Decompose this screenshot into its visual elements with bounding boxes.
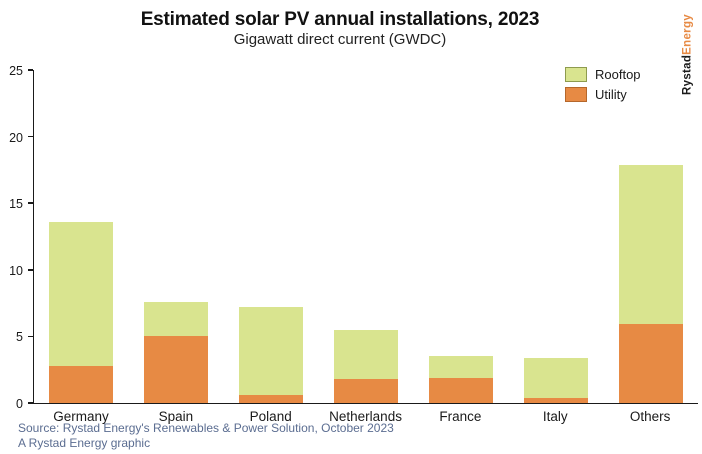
x-axis-label-poland: Poland xyxy=(249,409,292,424)
bar-segment-rooftop-spain xyxy=(144,301,209,337)
credit-line: A Rystad Energy graphic xyxy=(18,436,151,450)
bar-segment-rooftop-france xyxy=(428,356,493,378)
bar-segment-rooftop-italy xyxy=(523,357,588,398)
x-axis-label-others: Others xyxy=(629,409,671,424)
bar-segment-utility-spain xyxy=(144,336,209,403)
y-axis-tick xyxy=(28,402,33,404)
y-axis-tick-label: 20 xyxy=(9,130,23,145)
bar-segment-rooftop-germany xyxy=(49,221,114,366)
source-line: Source: Rystad Energy's Renewables & Pow… xyxy=(18,421,394,435)
legend-item-rooftop: Rooftop xyxy=(565,67,641,82)
bar-segment-utility-france xyxy=(428,377,493,403)
bar-segment-utility-germany xyxy=(49,365,114,403)
bar-segment-rooftop-netherlands xyxy=(334,329,398,380)
x-axis-label-spain: Spain xyxy=(158,409,194,424)
bar-segment-utility-italy xyxy=(523,397,588,403)
y-axis: 0 5 10 15 20 25 xyxy=(0,64,33,411)
legend-swatch-utility xyxy=(565,87,587,102)
y-axis-tick-label: 0 xyxy=(16,397,23,411)
x-axis-label-germany: Germany xyxy=(53,409,109,424)
legend-swatch-rooftop xyxy=(565,67,587,82)
bar-segment-utility-poland xyxy=(239,395,304,403)
plot-area: Germany Spain Poland Netherlands France Italy… xyxy=(33,70,698,424)
x-axis-label-france: France xyxy=(439,409,482,424)
y-axis-tick xyxy=(28,269,33,271)
x-axis-label-italy: Italy xyxy=(542,409,568,424)
y-axis-tick xyxy=(28,69,33,71)
legend-item-utility: Utility xyxy=(565,87,641,102)
bar-segment-utility-others xyxy=(618,324,683,403)
y-axis-tick-label: 5 xyxy=(16,330,23,345)
bar-segment-rooftop-others xyxy=(618,164,683,325)
legend: Rooftop Utility xyxy=(565,67,641,102)
legend-label-utility: Utility xyxy=(595,87,627,102)
chart-subtitle: Gigawatt direct current (GWDC) xyxy=(233,31,447,48)
y-axis-tick xyxy=(28,335,33,338)
chart-title: Estimated solar PV annual installations,… xyxy=(140,9,540,30)
bar-segment-utility-netherlands xyxy=(334,379,398,403)
y-axis-tick-label: 15 xyxy=(9,197,23,212)
bar-segment-rooftop-poland xyxy=(239,307,304,396)
y-axis-tick xyxy=(28,135,33,138)
source-note: Source: Rystad Energy's Renewables & Pow… xyxy=(18,421,394,451)
logo-part-energy: Energy xyxy=(681,14,694,55)
legend-label-rooftop: Rooftop xyxy=(595,67,641,82)
x-axis-label-netherlands: Netherlands xyxy=(329,409,402,424)
y-axis-tick-label: 10 xyxy=(9,263,23,278)
y-axis-tick xyxy=(28,202,33,204)
y-axis-tick-label: 25 xyxy=(9,64,23,78)
